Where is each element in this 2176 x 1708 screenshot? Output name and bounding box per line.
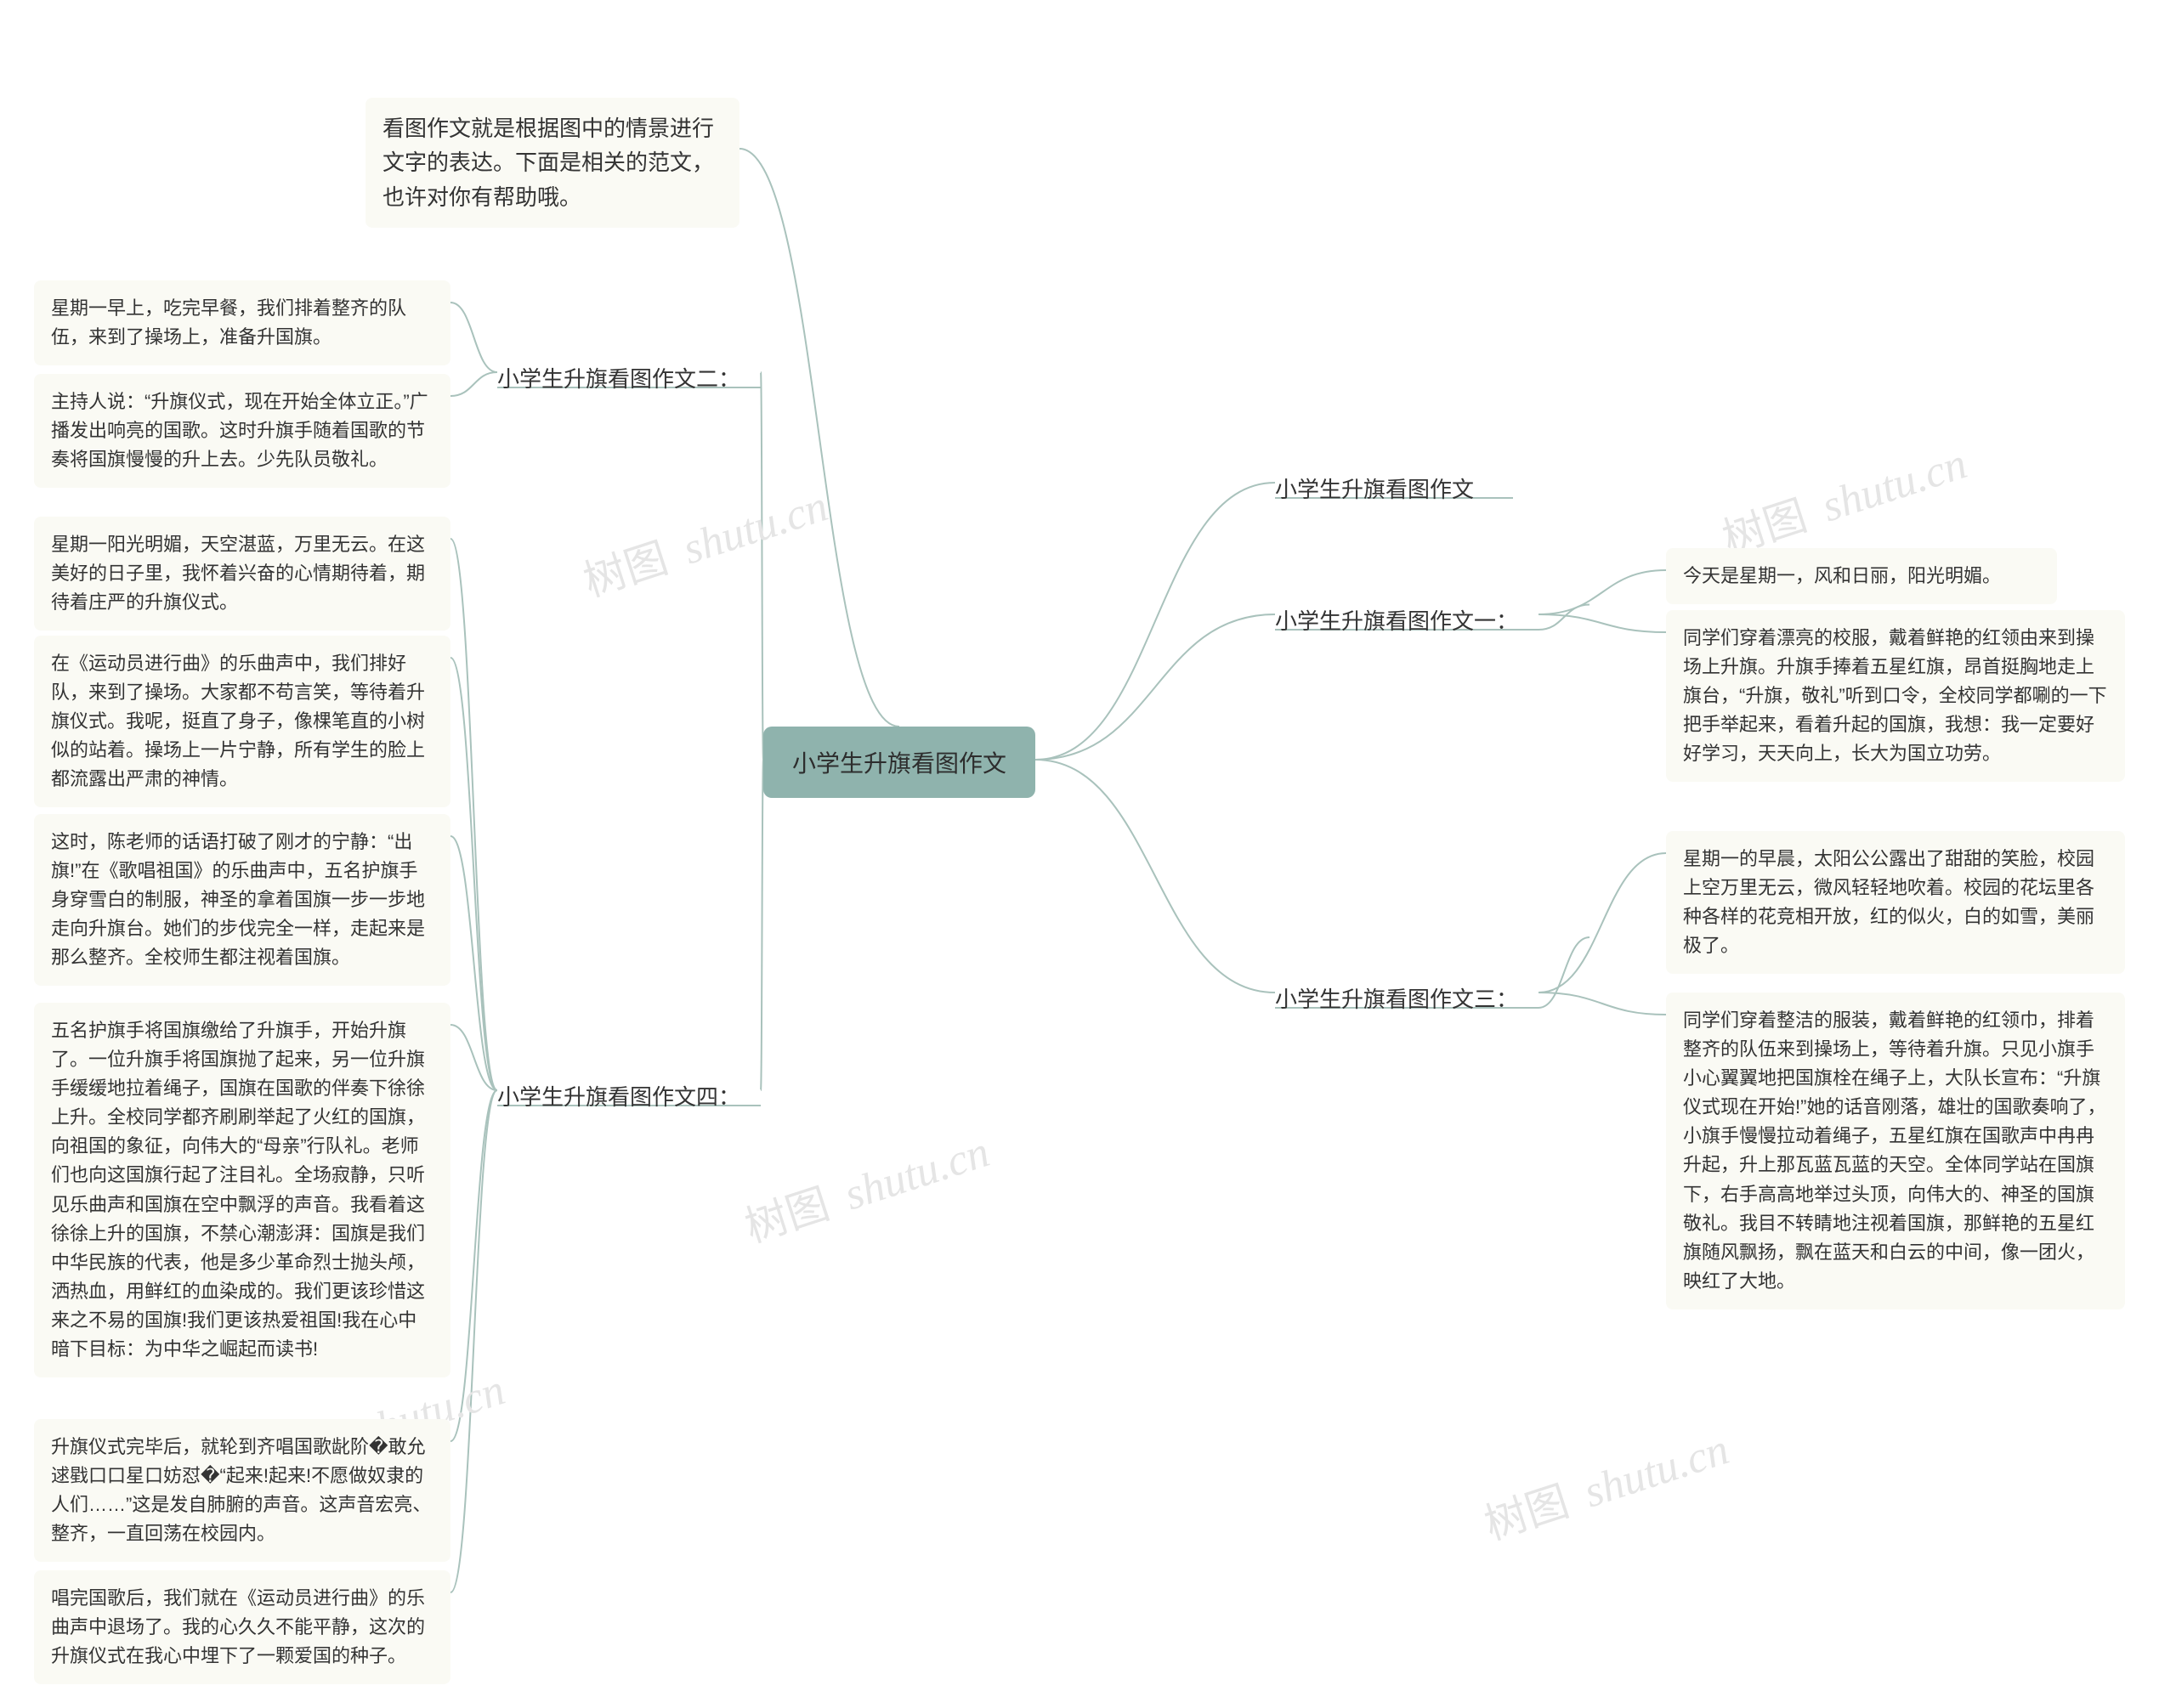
branch-node: 小学生升旗看图作文一： <box>1275 599 1538 641</box>
leaf-note: 星期一的早晨，太阳公公露出了甜甜的笑脸，校园上空万里无云，微风轻轻地吹着。校园的… <box>1666 831 2125 974</box>
leaf-note: 同学们穿着整洁的服装，戴着鲜艳的红领巾，排着整齐的队伍来到操场上，等待着升旗。只… <box>1666 993 2125 1309</box>
leaf-note: 主持人说：“升旗仪式，现在开始全体立正。”广播发出响亮的国歌。这时升旗手随着国歌… <box>34 374 450 488</box>
watermark: 树图 shutu.cn <box>1476 1416 1735 1552</box>
branch-node: 小学生升旗看图作文二： <box>497 357 761 399</box>
leaf-note: 同学们穿着漂亮的校服，戴着鲜艳的红领由来到操场上升旗。升旗手捧着五星红旗，昂首挺… <box>1666 610 2125 782</box>
watermark: 树图 shutu.cn <box>736 1118 995 1254</box>
branch-node: 小学生升旗看图作文四： <box>497 1075 761 1117</box>
intro-note: 看图作文就是根据图中的情景进行文字的表达。下面是相关的范文，也许对你有帮助哦。 <box>366 98 740 228</box>
leaf-note: 五名护旗手将国旗缴给了升旗手，开始升旗了。一位升旗手将国旗抛了起来，另一位升旗手… <box>34 1003 450 1377</box>
leaf-note: 在《运动员进行曲》的乐曲声中，我们排好队，来到了操场。大家都不苟言笑，等待着升旗… <box>34 636 450 807</box>
leaf-note: 升旗仪式完毕后，就轮到齐唱国歌龀阶�敢允逑戥口口星口妨怼�“起来!起来!不愿做奴… <box>34 1419 450 1562</box>
watermark: 树图 shutu.cn <box>575 472 834 608</box>
leaf-note: 这时，陈老师的话语打破了刚才的宁静：“出旗!”在《歌唱祖国》的乐曲声中，五名护旗… <box>34 814 450 986</box>
root-node: 小学生升旗看图作文 <box>763 727 1035 798</box>
branch-node: 小学生升旗看图作文 <box>1275 467 1513 509</box>
watermark: 树图 shutu.cn <box>1714 430 1973 566</box>
leaf-note: 唱完国歌后，我们就在《运动员进行曲》的乐曲声中退场了。我的心久久不能平静，这次的… <box>34 1570 450 1684</box>
leaf-note: 星期一阳光明媚，天空湛蓝，万里无云。在这美好的日子里，我怀着兴奋的心情期待着，期… <box>34 517 450 631</box>
branch-node: 小学生升旗看图作文三： <box>1275 977 1538 1019</box>
leaf-note: 星期一早上，吃完早餐，我们排着整齐的队伍，来到了操场上，准备升国旗。 <box>34 280 450 365</box>
root-label: 小学生升旗看图作文 <box>792 750 1006 777</box>
leaf-note: 今天是星期一，风和日丽，阳光明媚。 <box>1666 548 2057 604</box>
